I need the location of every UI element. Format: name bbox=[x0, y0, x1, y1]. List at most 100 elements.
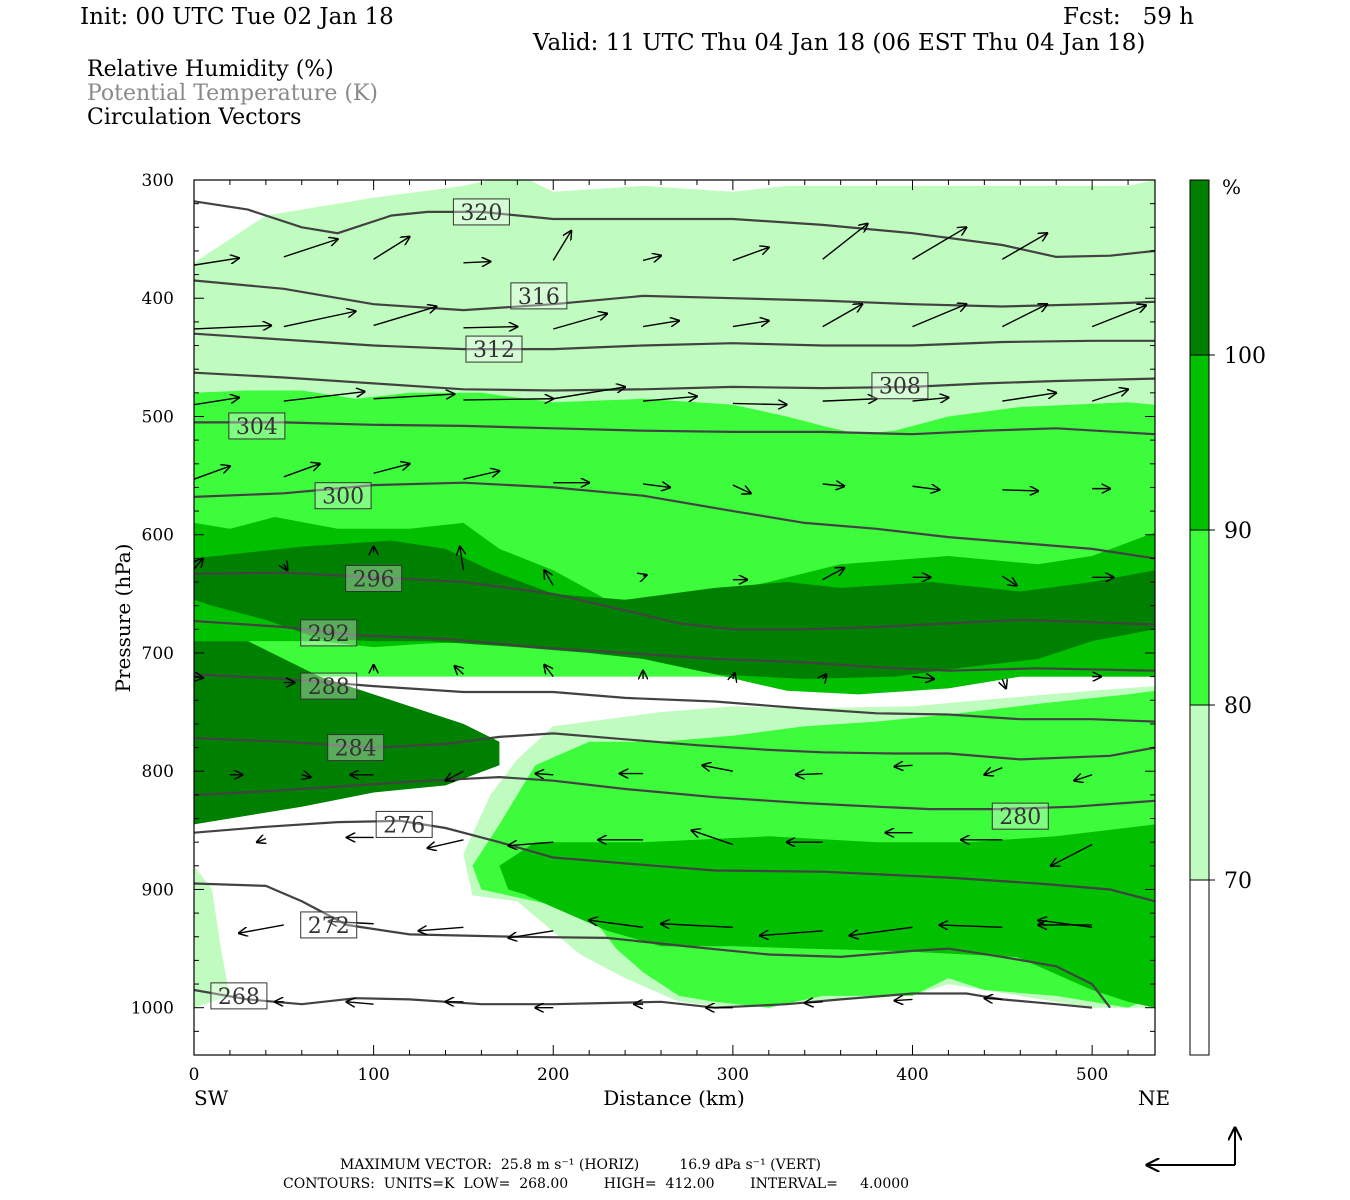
x-end-left: SW bbox=[194, 1086, 229, 1110]
rh-region-rh100 bbox=[194, 540, 1155, 996]
colorbar-swatch bbox=[1190, 880, 1209, 1055]
colorbar-swatch bbox=[1190, 530, 1209, 705]
legend-vectors: Circulation Vectors bbox=[87, 105, 302, 130]
x-tick-label: 400 bbox=[896, 1065, 928, 1085]
colorbar: % 100 90 80 70 bbox=[1189, 175, 1266, 1056]
vector-37 bbox=[642, 484, 670, 488]
vector-40 bbox=[912, 486, 940, 490]
vector-4 bbox=[552, 231, 571, 261]
contour-label-304: 304 bbox=[236, 415, 278, 440]
vector-2 bbox=[373, 237, 410, 260]
colorbar-label: 90 bbox=[1224, 519, 1252, 544]
vector-57 bbox=[454, 666, 463, 674]
vector-9 bbox=[1001, 233, 1047, 260]
vector-78 bbox=[428, 839, 464, 848]
vector-41 bbox=[1002, 490, 1038, 491]
x-end-right: NE bbox=[1138, 1086, 1170, 1110]
contour-label-box bbox=[300, 672, 358, 700]
y-tick-label: 700 bbox=[142, 644, 174, 664]
contour-label-284: 284 bbox=[335, 737, 377, 762]
vector-12 bbox=[373, 307, 437, 327]
vector-22 bbox=[283, 392, 365, 402]
x-tick-label: 200 bbox=[537, 1065, 569, 1085]
vector-24 bbox=[463, 399, 553, 400]
legend-rh: Relative Humidity (%) bbox=[87, 57, 334, 82]
contour-label-272: 272 bbox=[308, 914, 350, 939]
forecast-hour: Fcst: 59 h bbox=[1063, 4, 1194, 30]
vector-23 bbox=[373, 394, 455, 400]
theta-contour-284 bbox=[194, 732, 1155, 761]
vector-105 bbox=[984, 998, 1003, 999]
vector-29 bbox=[912, 398, 949, 402]
vector-69 bbox=[535, 774, 554, 775]
vector-90 bbox=[589, 920, 644, 928]
theta-contours bbox=[194, 200, 1155, 1009]
x-tick-label: 300 bbox=[717, 1065, 749, 1085]
contour-label-box bbox=[300, 619, 358, 647]
contour-label-316: 316 bbox=[518, 285, 560, 310]
plot-frame bbox=[193, 179, 1156, 1056]
valid-time: Valid: 11 UTC Thu 04 Jan 18 (06 EST Thu … bbox=[533, 30, 1146, 56]
vector-60 bbox=[733, 673, 735, 679]
vector-8 bbox=[912, 227, 967, 260]
vector-14 bbox=[553, 314, 607, 330]
vector-93 bbox=[850, 926, 913, 935]
vector-0 bbox=[194, 258, 239, 266]
contour-label-box bbox=[465, 335, 523, 363]
y-tick-label: 300 bbox=[142, 171, 174, 191]
vector-74 bbox=[984, 768, 1003, 775]
vector-33 bbox=[283, 464, 320, 478]
vector-104 bbox=[895, 999, 913, 1000]
contour-label-box bbox=[510, 282, 568, 310]
vector-13 bbox=[463, 327, 517, 328]
y-tick-label: 900 bbox=[142, 880, 174, 900]
colorbar-label: 70 bbox=[1224, 869, 1252, 894]
vector-58 bbox=[544, 665, 554, 678]
vector-1 bbox=[283, 239, 338, 258]
vector-48 bbox=[643, 575, 647, 576]
vector-68 bbox=[445, 770, 464, 780]
vector-95 bbox=[1038, 920, 1093, 928]
vector-75 bbox=[1074, 775, 1093, 781]
theta-contour-288 bbox=[194, 673, 1155, 723]
init-time: Init: 00 UTC Tue 02 Jan 18 bbox=[80, 4, 394, 30]
vector-66 bbox=[302, 775, 311, 777]
y-tick-label: 600 bbox=[142, 526, 174, 546]
footer-max-vector: MAXIMUM VECTOR: 25.8 m s⁻¹ (HORIZ) 16.9 … bbox=[340, 1157, 822, 1173]
vector-11 bbox=[283, 311, 356, 328]
colorbar-swatch bbox=[1190, 355, 1209, 530]
theta-contour-300 bbox=[194, 481, 1155, 560]
contour-label-box bbox=[210, 982, 268, 1010]
vector-94 bbox=[939, 925, 1003, 927]
contour-label-288: 288 bbox=[308, 675, 350, 700]
contour-label-box bbox=[300, 911, 358, 939]
vector-79 bbox=[508, 842, 554, 846]
x-tick-label: 500 bbox=[1076, 1065, 1108, 1085]
vector-43 bbox=[194, 558, 203, 570]
contour-label-box bbox=[314, 482, 372, 510]
contour-label-box bbox=[327, 734, 385, 762]
vector-30 bbox=[1002, 393, 1056, 402]
vector-3 bbox=[463, 262, 490, 263]
vector-71 bbox=[702, 765, 734, 772]
contour-label-276: 276 bbox=[383, 813, 425, 838]
vector-76 bbox=[257, 839, 266, 843]
vector-47 bbox=[544, 570, 554, 586]
vector-50 bbox=[822, 568, 845, 581]
colorbar-swatch bbox=[1190, 705, 1209, 880]
theta-contour-276 bbox=[194, 819, 1155, 903]
theta-contour-308 bbox=[194, 371, 1155, 392]
y-tick-label: 400 bbox=[142, 289, 174, 309]
colorbar-label: 80 bbox=[1224, 694, 1252, 719]
contour-label-box bbox=[228, 412, 286, 440]
theta-contour-316 bbox=[194, 279, 1155, 312]
vector-15 bbox=[642, 321, 679, 328]
x-axis-label: Distance (km) bbox=[603, 1086, 745, 1110]
theta-contour-280 bbox=[194, 775, 1155, 811]
vector-61 bbox=[823, 674, 827, 679]
contour-label-box bbox=[345, 564, 403, 592]
circulation-vectors bbox=[194, 224, 1146, 1008]
colorbar-label: 100 bbox=[1224, 344, 1266, 369]
